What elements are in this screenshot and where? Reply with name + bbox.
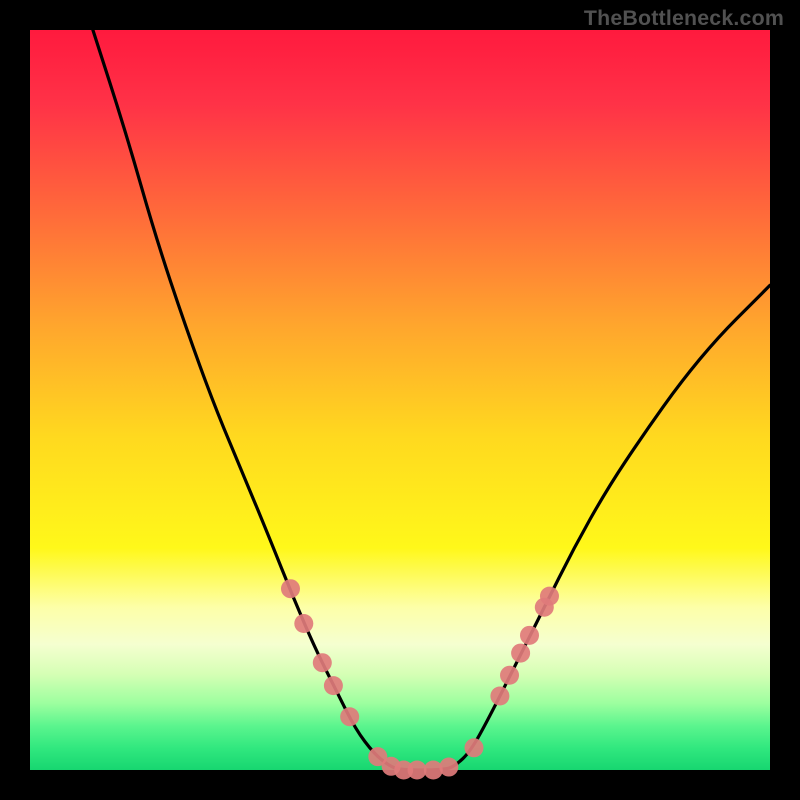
marker-point <box>313 653 332 672</box>
marker-point <box>340 707 359 726</box>
marker-point <box>324 676 343 695</box>
marker-point <box>520 626 539 645</box>
marker-point <box>540 587 559 606</box>
chart-stage: TheBottleneck.com <box>0 0 800 800</box>
marker-point <box>511 644 530 663</box>
marker-point <box>500 666 519 685</box>
marker-point <box>490 687 509 706</box>
watermark-text: TheBottleneck.com <box>584 6 784 31</box>
marker-point <box>465 738 484 757</box>
marker-point <box>294 614 313 633</box>
marker-point <box>408 761 427 780</box>
plot-background <box>30 30 770 770</box>
bottleneck-chart <box>0 0 800 800</box>
marker-point <box>281 579 300 598</box>
marker-point <box>439 758 458 777</box>
